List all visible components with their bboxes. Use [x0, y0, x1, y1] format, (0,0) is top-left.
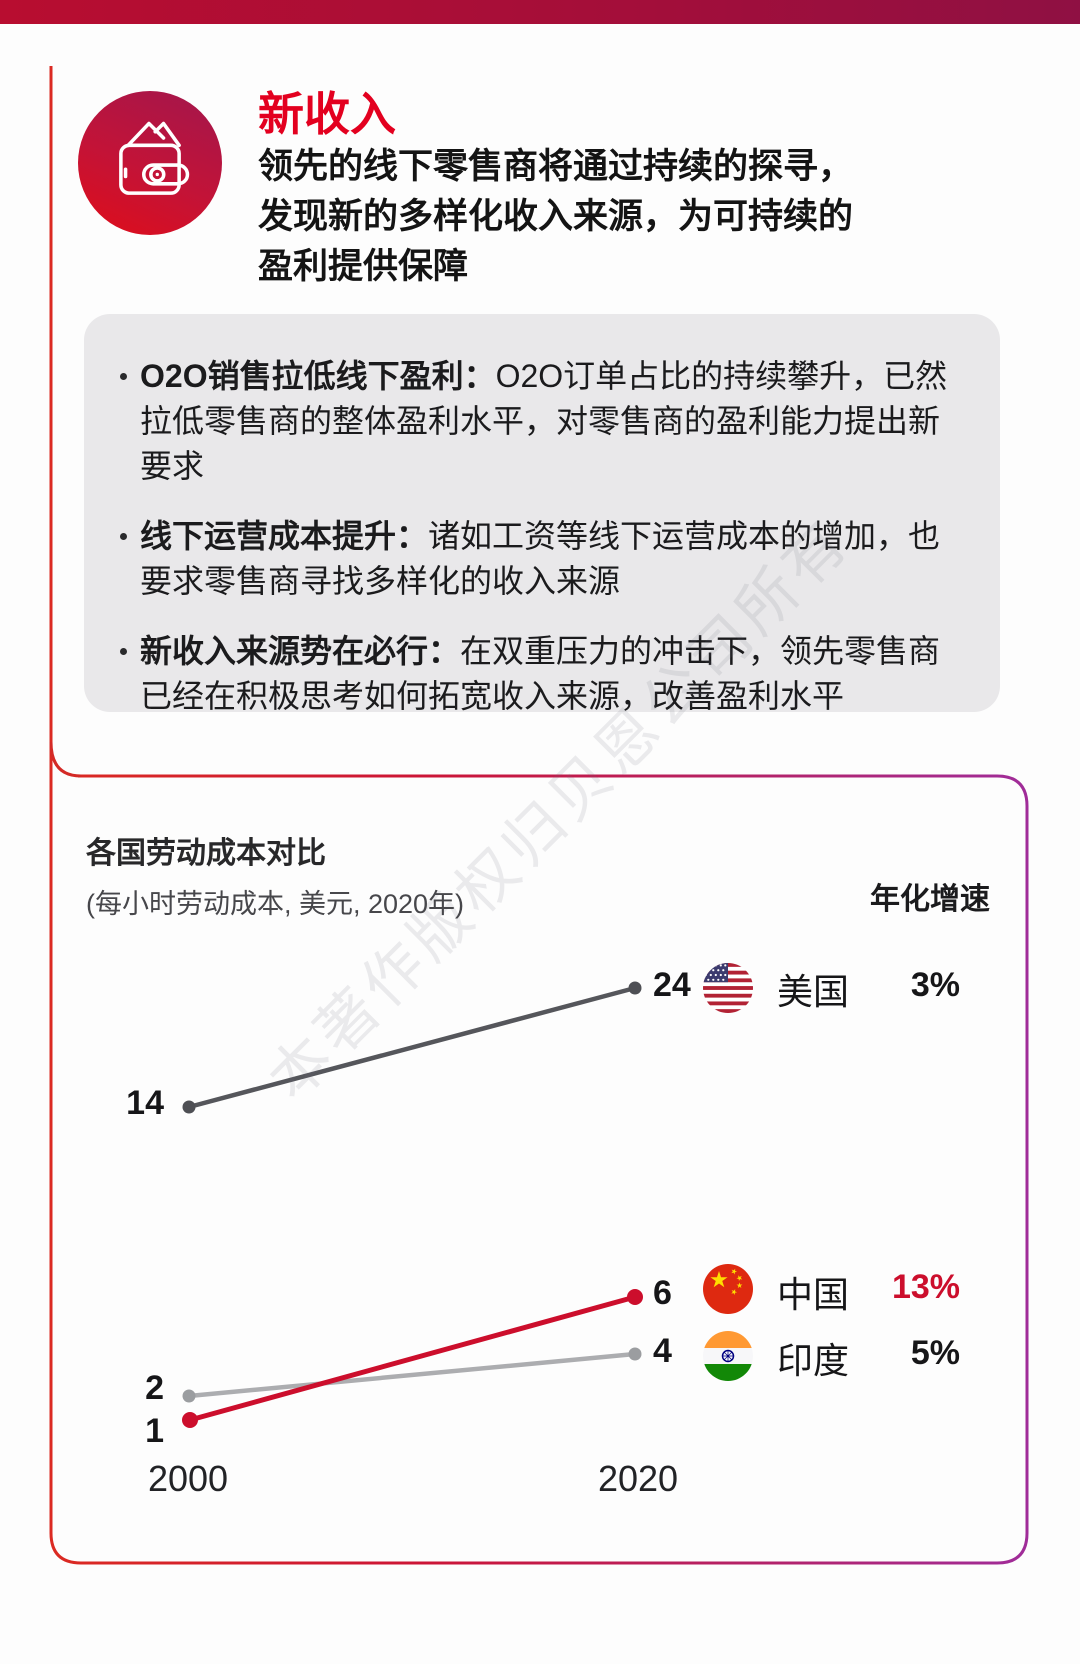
china-label: 中国	[777, 1274, 850, 1315]
bullet-dot	[120, 533, 127, 540]
us-flag-icon	[703, 963, 753, 1013]
bullet-body: 在双重压力的冲击下，领先零售商已经在积极思考如何拓宽收入来源，改善盈利水平	[140, 633, 941, 714]
india-2000-value: 2	[145, 1369, 164, 1407]
bullet-item: 线下运营成本提升：诸如工资等线下运营成本的增加，也要求零售商寻找多样化的收入来源	[112, 514, 952, 604]
india-growth-rate: 5%	[910, 1334, 960, 1372]
china-2000-value: 1	[145, 1412, 164, 1450]
wallet-icon	[119, 121, 190, 195]
bullet-lead: 新收入来源势在必行：	[140, 633, 461, 669]
us-line	[182, 981, 642, 1114]
bullet-item: 新收入来源势在必行：在双重压力的冲击下，领先零售商已经在积极思考如何拓宽收入来源…	[112, 629, 952, 719]
us-2000-value: 14	[126, 1084, 164, 1122]
growth-column-header: 年化增速	[870, 883, 990, 916]
us-2020-value: 24	[653, 966, 691, 1004]
bullet-body: 诸如工资等线下运营成本的增加，也要求零售商寻找多样化的收入来源	[140, 518, 941, 599]
us-label: 美国	[777, 971, 850, 1012]
left-spine-line	[49, 66, 1029, 1565]
india-label: 印度	[777, 1340, 850, 1381]
card-top-border-branch	[49, 741, 82, 778]
china-growth-rate: 13%	[891, 1268, 960, 1306]
subtitle-line: 盈利提供保障	[258, 247, 469, 286]
x-axis-label-2020: 2020	[597, 1458, 679, 1499]
bullet-body: O2O订单占比的持续攀升，已然拉低零售商的整体盈利水平，对零售商的盈利能力提出新…	[140, 358, 948, 484]
bullet-dot	[120, 373, 127, 380]
subtitle-line: 领先的线下零售商将通过持续的探寻，	[258, 147, 854, 186]
india-2020-value: 4	[653, 1332, 672, 1370]
x-axis-label-2000: 2000	[147, 1458, 229, 1499]
chart-subtitle: (每小时劳动成本, 美元, 2020年)	[86, 889, 465, 919]
section-subtitle: 领先的线下零售商将通过持续的探寻， 发现新的多样化收入来源，为可持续的 盈利提供…	[258, 142, 853, 292]
bullet-lead: O2O销售拉低线下盈利：	[140, 358, 496, 394]
india-line	[182, 1347, 642, 1403]
subtitle-line: 发现新的多样化收入来源，为可持续的	[258, 197, 854, 236]
top-accent-bar	[0, 0, 1080, 24]
bullet-lead: 线下运营成本提升：	[140, 518, 429, 554]
bullet-dot	[120, 648, 127, 655]
us-growth-rate: 3%	[910, 966, 960, 1004]
india-flag-icon	[703, 1331, 753, 1381]
wallet-badge	[78, 91, 222, 235]
bullet-item: O2O销售拉低线下盈利：O2O订单占比的持续攀升，已然拉低零售商的整体盈利水平，…	[112, 354, 952, 489]
chart-title: 各国劳动成本对比	[86, 837, 326, 870]
summary-box: O2O销售拉低线下盈利：O2O订单占比的持续攀升，已然拉低零售商的整体盈利水平，…	[84, 314, 1000, 714]
section-title: 新收入	[258, 88, 396, 140]
china-flag-icon	[703, 1264, 753, 1314]
china-2020-value: 6	[653, 1274, 672, 1312]
china-line	[182, 1289, 643, 1428]
